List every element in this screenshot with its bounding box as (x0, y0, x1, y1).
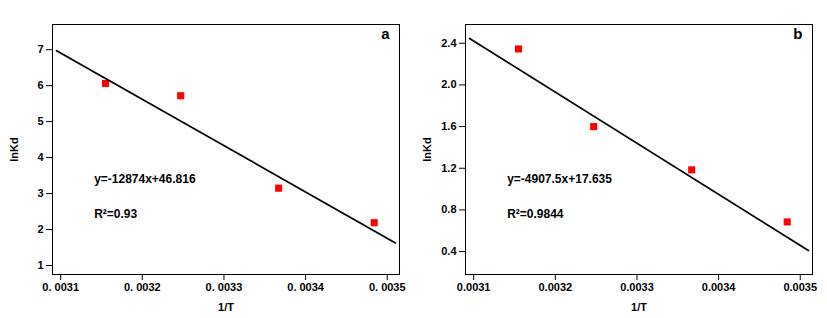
svg-text:R²=0.9844: R²=0.9844 (507, 207, 564, 221)
svg-text:0. 0034: 0. 0034 (287, 281, 325, 293)
svg-text:1: 1 (37, 259, 43, 271)
svg-text:1.6: 1.6 (441, 120, 456, 132)
svg-text:1/T: 1/T (631, 301, 647, 313)
svg-text:b: b (793, 25, 802, 42)
svg-text:lnKd: lnKd (421, 137, 433, 161)
svg-text:1.2: 1.2 (441, 162, 456, 174)
svg-text:0. 0035: 0. 0035 (369, 281, 406, 293)
svg-text:0.0035: 0.0035 (783, 281, 817, 293)
svg-text:2.0: 2.0 (441, 78, 456, 90)
svg-text:0. 0033: 0. 0033 (206, 281, 243, 293)
svg-text:2: 2 (37, 223, 43, 235)
svg-text:5: 5 (37, 115, 43, 127)
svg-text:0.0032: 0.0032 (538, 281, 572, 293)
svg-text:0.0033: 0.0033 (620, 281, 654, 293)
svg-text:0.8: 0.8 (441, 203, 456, 215)
svg-text:0. 0031: 0. 0031 (42, 281, 79, 293)
svg-text:4: 4 (37, 151, 44, 163)
svg-text:0. 0032: 0. 0032 (124, 281, 161, 293)
svg-text:a: a (381, 25, 390, 42)
svg-text:7: 7 (37, 43, 43, 55)
svg-text:1/T: 1/T (218, 301, 234, 313)
svg-text:y=-4907.5x+17.635: y=-4907.5x+17.635 (507, 172, 612, 186)
svg-text:0.4: 0.4 (441, 245, 457, 257)
svg-text:0.0031: 0.0031 (457, 281, 491, 293)
svg-text:lnKd: lnKd (8, 137, 20, 161)
svg-text:0.0034: 0.0034 (702, 281, 737, 293)
svg-text:3: 3 (37, 187, 43, 199)
svg-text:y=-12874x+46.816: y=-12874x+46.816 (94, 172, 196, 186)
svg-text:R²=0.93: R²=0.93 (94, 207, 137, 221)
svg-text:6: 6 (37, 79, 43, 91)
svg-text:2.4: 2.4 (441, 37, 457, 49)
